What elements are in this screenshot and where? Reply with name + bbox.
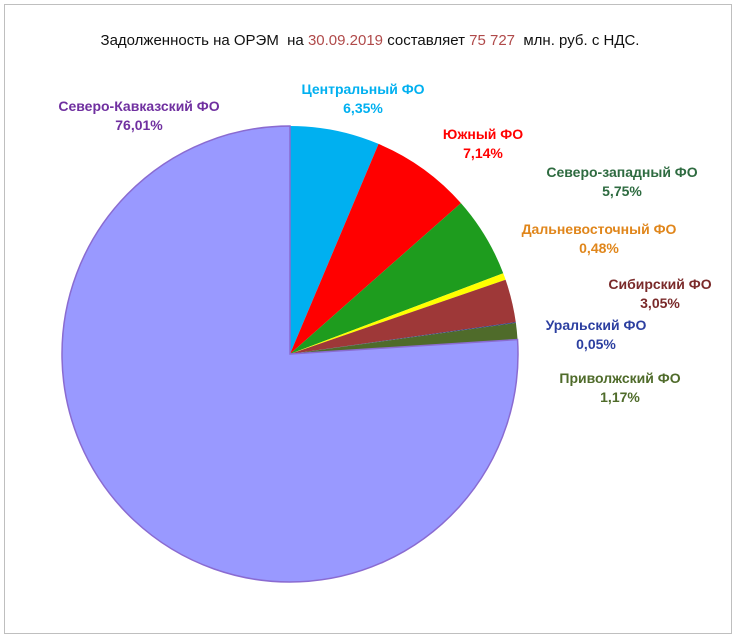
slice-value-label: 0,48% <box>579 240 619 256</box>
label-южный-фо: Южный ФО 7,14% <box>373 125 593 163</box>
label-сибирский-фо: Сибирский ФО 3,05% <box>550 275 740 313</box>
pie-slices <box>61 125 519 583</box>
slice-сибирский-фо <box>290 279 516 354</box>
slice-value-label: 0,05% <box>576 336 616 352</box>
slice-приволжский-фо <box>290 322 518 354</box>
slice-value-label: 5,75% <box>602 183 642 199</box>
slice-северо-западный-фо <box>290 203 504 354</box>
slice-name-label: Южный ФО <box>442 126 524 142</box>
slice-name-label: Сибирский ФО <box>608 276 712 292</box>
label-северо-кавказский-фо: Северо-Кавказский ФО 76,01% <box>29 97 249 135</box>
label-приволжский-фо: Приволжский ФО 1,17% <box>510 369 730 407</box>
title-prefix: Задолженность на ОРЭМ на <box>100 32 308 49</box>
title-middle: составляет <box>383 32 470 49</box>
chart-title: Задолженность на ОРЭМ на 30.09.2019 сост… <box>0 32 740 49</box>
title-suffix: млн. руб. с НДС. <box>515 32 640 49</box>
slice-уральский-фо <box>290 322 516 354</box>
slice-name-label: Уральский ФО <box>545 317 647 333</box>
slice-name-label: Северо-западный ФО <box>546 164 698 180</box>
slice-value-label: 1,17% <box>600 389 640 405</box>
slice-value-label: 6,35% <box>343 100 383 116</box>
slice-южный-фо <box>290 143 461 354</box>
slice-name-label: Северо-Кавказский ФО <box>58 98 220 114</box>
slice-name-label: Центральный ФО <box>301 81 425 97</box>
slice-центральный-фо <box>290 126 379 354</box>
slice-name-label: Приволжский ФО <box>559 370 681 386</box>
label-центральный-фо: Центральный ФО 6,35% <box>253 80 473 118</box>
slice-name-label: Дальневосточный ФО <box>521 221 677 237</box>
slice-дальневосточный-фо <box>290 273 506 354</box>
title-date: 30.09.2019 <box>307 32 384 49</box>
slice-value-label: 3,05% <box>640 295 680 311</box>
title-amount: 75 727 <box>469 32 516 49</box>
label-северо-западный-фо: Северо-западный ФО 5,75% <box>512 163 732 201</box>
label-дальневосточный-фо: Дальневосточный ФО 0,48% <box>489 220 709 258</box>
label-уральский-фо: Уральский ФО 0,05% <box>486 316 706 354</box>
slice-value-label: 76,01% <box>115 117 163 133</box>
slice-северо-кавказский-фо <box>61 125 519 583</box>
slice-value-label: 7,14% <box>463 145 503 161</box>
